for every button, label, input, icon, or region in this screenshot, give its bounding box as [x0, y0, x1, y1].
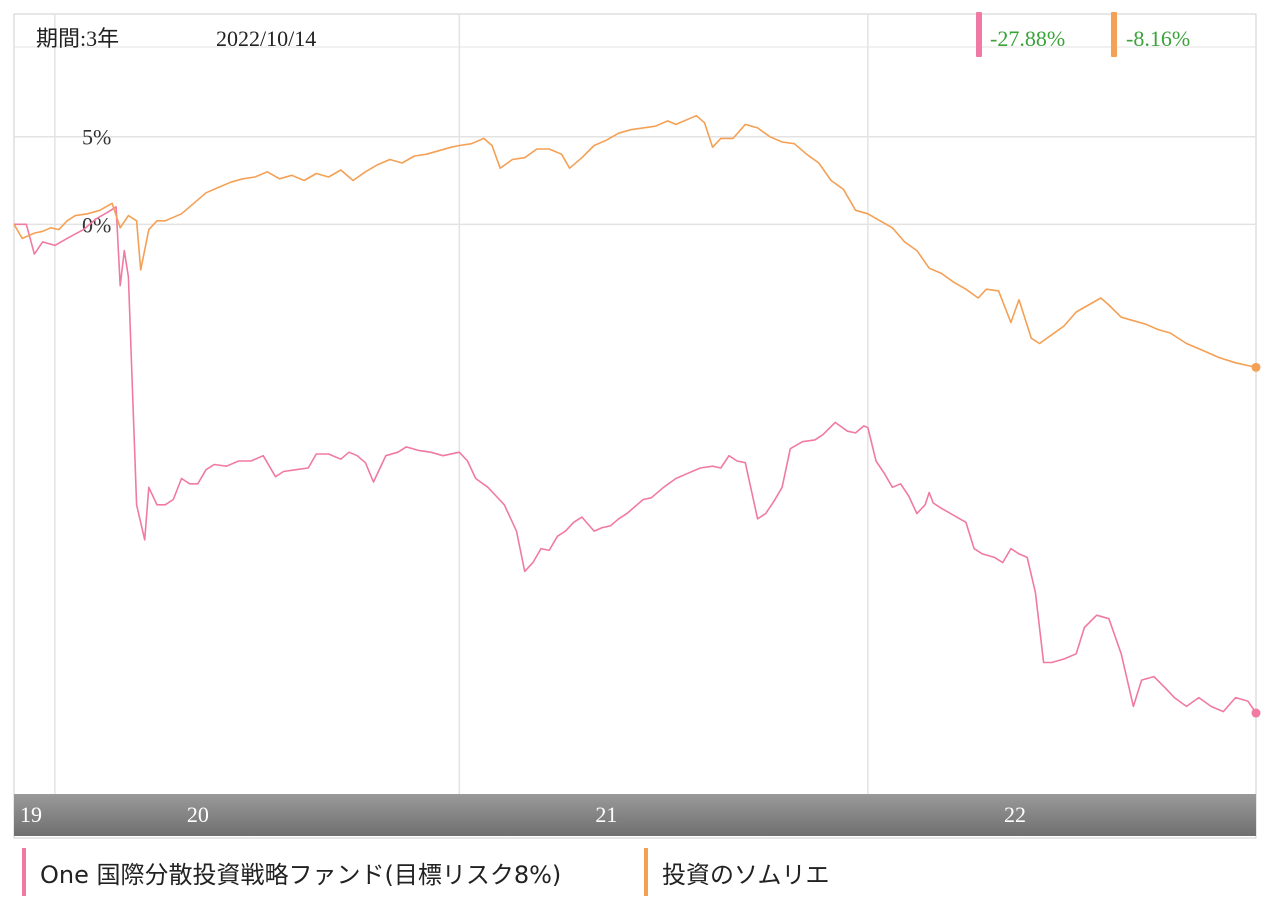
legend-swatch-series-1 — [22, 848, 26, 896]
line-chart: 期間:3年 2022/10/14 -27.88% -8.16% 5% 0% 19 2… — [13, 12, 1261, 839]
legend-item-series-1[interactable]: One 国際分散投資戦略ファンド(目標リスク8%) — [22, 848, 561, 896]
date-label: 2022/10/14 — [216, 26, 316, 51]
series-line-1 — [14, 206, 1257, 714]
return-marker-series-2 — [1111, 12, 1117, 57]
x-tick-label: 21 — [595, 802, 617, 827]
return-value-series-2: -8.16% — [1126, 26, 1190, 51]
period-label: 期間:3年 — [36, 26, 119, 51]
x-axis-band: 19 20 21 22 — [14, 794, 1256, 836]
y-axis-labels: 5% 0% — [82, 125, 111, 238]
series-line-2 — [13, 114, 1257, 369]
grid — [14, 14, 1256, 794]
legend: One 国際分散投資戦略ファンド(目標リスク8%) 投資のソムリエ — [0, 840, 1277, 900]
series-end-point-1 — [1251, 708, 1261, 718]
legend-swatch-series-2 — [644, 848, 648, 896]
x-tick-label: 22 — [1004, 802, 1026, 827]
y-tick-label: 5% — [82, 125, 111, 150]
series-end-point-2 — [1251, 362, 1261, 372]
plot-frame — [13, 13, 1257, 839]
legend-item-series-2[interactable]: 投資のソムリエ — [644, 848, 830, 896]
series-group — [13, 114, 1261, 718]
x-axis-band-bg — [14, 794, 1256, 836]
y-tick-label: 0% — [82, 212, 111, 237]
legend-label-series-1: One 国際分散投資戦略ファンド(目標リスク8%) — [40, 860, 562, 889]
x-tick-label: 20 — [187, 802, 209, 827]
legend-label-series-2: 投資のソムリエ — [662, 860, 830, 889]
return-marker-series-1 — [976, 12, 982, 57]
return-value-series-1: -27.88% — [990, 26, 1065, 51]
x-tick-label: 19 — [20, 802, 42, 827]
